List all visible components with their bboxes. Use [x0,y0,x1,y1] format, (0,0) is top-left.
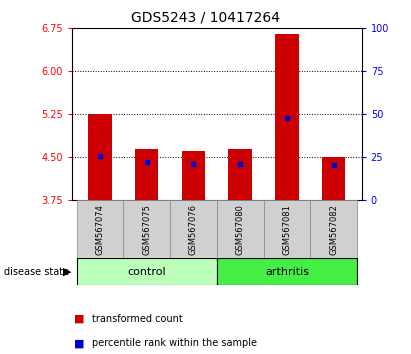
Bar [123,200,170,258]
Text: ▶: ▶ [63,267,71,277]
Text: GSM567081: GSM567081 [282,204,291,255]
Text: percentile rank within the sample: percentile rank within the sample [92,338,257,348]
Bar [263,200,310,258]
Text: GSM567080: GSM567080 [236,204,245,255]
Bar [182,152,205,200]
Bar [310,200,357,258]
Text: control: control [127,267,166,277]
Text: GSM567074: GSM567074 [95,204,104,255]
Bar [170,200,217,258]
Bar [322,157,345,200]
Text: arthritis: arthritis [265,267,309,277]
Text: GDS5243 / 10417264: GDS5243 / 10417264 [131,11,280,25]
Bar [76,200,123,258]
Bar [275,34,298,200]
Text: ■: ■ [74,338,85,348]
Bar [135,149,158,200]
Text: GSM567075: GSM567075 [142,204,151,255]
Text: disease state: disease state [4,267,69,277]
Bar [76,258,217,285]
Text: GSM567076: GSM567076 [189,204,198,255]
Bar [217,258,357,285]
Text: transformed count: transformed count [92,314,183,324]
Bar [229,149,252,200]
Bar [88,114,112,200]
Bar [217,200,263,258]
Text: ■: ■ [74,314,85,324]
Text: GSM567082: GSM567082 [329,204,338,255]
